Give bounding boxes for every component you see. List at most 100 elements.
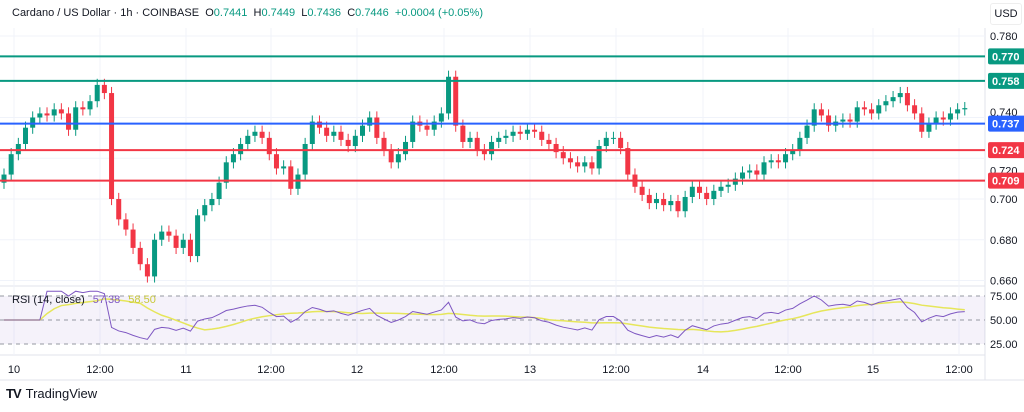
currency-button[interactable]: USD (990, 3, 1022, 25)
candle-down (123, 219, 129, 230)
support-level-badge (988, 142, 1024, 159)
candle-down (639, 186, 645, 195)
candle-up (740, 172, 746, 179)
candle-up (8, 154, 14, 175)
candle-up (596, 146, 602, 169)
price-tick-label: 0.700 (990, 194, 1018, 206)
candle-up (926, 123, 932, 132)
candle-up (689, 186, 695, 197)
candle-up (496, 137, 502, 142)
candle-down (553, 143, 559, 153)
candle-down (618, 137, 624, 149)
candle-up (37, 113, 43, 118)
pivot-level-badge (988, 115, 1024, 132)
candle-down (381, 137, 387, 151)
time-tick-label: 12:00 (86, 364, 114, 376)
candle-down (675, 201, 681, 212)
candle-down (904, 93, 910, 106)
candle-up (524, 129, 530, 134)
candle-up (653, 199, 659, 204)
close-value: 0.7446 (355, 7, 389, 19)
candle-down (532, 129, 538, 132)
time-tick-label: 15 (867, 364, 879, 376)
candle-up (23, 127, 29, 144)
candle-down (869, 109, 875, 114)
symbol-title[interactable]: Cardano / US Dollar · 1h · COINBASE (12, 7, 200, 19)
candle-up (725, 184, 731, 187)
candle-up (15, 143, 21, 155)
candle-down (130, 229, 136, 248)
high-label: H (253, 7, 262, 19)
candle-down (324, 127, 330, 136)
rsi-value: 57.38 (93, 294, 121, 306)
time-tick-label: 11 (180, 364, 191, 376)
change-value: +0.0004 (+0.05%) (394, 7, 483, 19)
time-tick-label: 12:00 (257, 364, 285, 376)
resistance-level-badge (988, 48, 1024, 65)
candle-up (159, 231, 165, 240)
support-level-label: 0.724 (992, 145, 1020, 157)
rsi-ma-value: 58.50 (128, 294, 156, 306)
candle-down (266, 137, 272, 155)
candle-down (517, 131, 523, 134)
rsi-line (4, 290, 965, 340)
rsi-title: RSI (14, close) (12, 294, 85, 306)
candle-up (51, 109, 57, 116)
candle-down (187, 239, 193, 257)
candle-down (116, 199, 122, 220)
candle-down (704, 192, 710, 199)
symbol-legend: Cardano / US Dollar · 1h · COINBASE O 0.7… (12, 7, 483, 19)
candle-down (288, 166, 294, 189)
low-value: 0.7436 (307, 7, 342, 19)
candle-up (216, 182, 222, 199)
candle-down (826, 115, 832, 126)
candle-up (582, 162, 588, 167)
open-label: O (205, 7, 214, 19)
candle-down (453, 76, 459, 126)
rsi-tick-label: 75.00 (990, 291, 1018, 303)
time-tick-label: 14 (697, 364, 709, 376)
candle-down (546, 139, 552, 144)
candle-down (44, 113, 50, 116)
candle-down (481, 150, 487, 155)
candle-down (66, 113, 72, 130)
candle-up (94, 84, 100, 102)
candle-up (503, 135, 509, 138)
candle-up (811, 109, 817, 126)
candle-up (431, 121, 437, 130)
rsi-tick-label: 50.00 (990, 315, 1018, 327)
candle-down (374, 117, 380, 138)
candle-down (80, 107, 86, 110)
candle-down (661, 199, 667, 206)
candle-up (438, 113, 444, 122)
candle-up (897, 93, 903, 98)
candle-up (467, 137, 473, 142)
candle-up (223, 162, 229, 183)
candle-down (589, 162, 595, 169)
candle-down (567, 158, 573, 163)
candle-up (610, 137, 616, 139)
candle-up (180, 239, 186, 248)
time-tick-label: 12:00 (602, 364, 630, 376)
candle-up (410, 121, 416, 142)
candle-up (955, 109, 961, 114)
candle-down (273, 154, 279, 169)
candle-down (560, 152, 566, 159)
candle-up (883, 101, 889, 106)
price-tick-label: 0.780 (990, 31, 1018, 43)
rsi-ma-line (4, 298, 965, 333)
candle-up (195, 215, 201, 257)
candle-down (424, 125, 430, 130)
candle-down (316, 121, 322, 128)
candle-down (919, 113, 925, 132)
time-tick-label: 10 (8, 364, 20, 376)
time-tick-label: 12:00 (430, 364, 458, 376)
candle-up (230, 154, 236, 163)
candle-down (474, 137, 480, 151)
candle-up (295, 174, 301, 189)
candle-down (173, 235, 179, 248)
tradingview-logo[interactable]: TV TradingView (6, 386, 97, 401)
candle-down (259, 131, 265, 138)
candle-up (603, 137, 609, 147)
